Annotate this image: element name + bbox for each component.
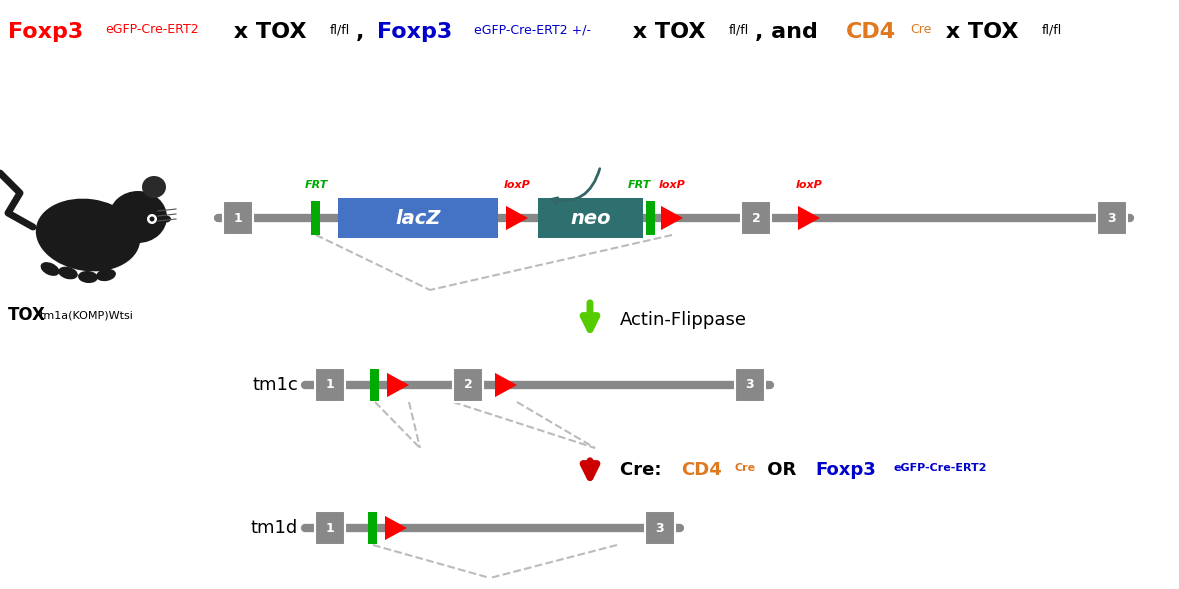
FancyBboxPatch shape <box>315 511 345 545</box>
Bar <box>311 201 321 235</box>
Text: ,: , <box>356 22 373 42</box>
Text: Actin-Flippase: Actin-Flippase <box>620 311 747 329</box>
Bar <box>369 512 377 544</box>
FancyBboxPatch shape <box>735 368 765 402</box>
Text: x TOX: x TOX <box>625 22 705 42</box>
Circle shape <box>147 214 157 224</box>
Text: Cre:: Cre: <box>620 461 667 479</box>
Text: 1: 1 <box>325 379 335 392</box>
Text: neo: neo <box>571 209 611 227</box>
Ellipse shape <box>78 271 98 283</box>
Ellipse shape <box>58 267 78 279</box>
Polygon shape <box>386 516 407 540</box>
Text: TOX: TOX <box>8 306 46 324</box>
Text: lacZ: lacZ <box>395 209 441 227</box>
Text: 1: 1 <box>325 521 335 534</box>
Ellipse shape <box>35 198 140 272</box>
FancyBboxPatch shape <box>453 368 483 402</box>
Text: FRT: FRT <box>627 180 651 190</box>
Text: Foxp3: Foxp3 <box>377 22 452 42</box>
FancyBboxPatch shape <box>338 198 498 238</box>
Text: fl/fl: fl/fl <box>330 23 350 36</box>
FancyBboxPatch shape <box>740 201 771 235</box>
Ellipse shape <box>40 262 59 276</box>
Text: 3: 3 <box>656 521 664 534</box>
Bar <box>370 369 380 401</box>
Text: 1: 1 <box>233 211 243 224</box>
Text: eGFP-Cre-ERT2 +/-: eGFP-Cre-ERT2 +/- <box>474 23 591 36</box>
Polygon shape <box>506 206 528 230</box>
Ellipse shape <box>141 176 166 198</box>
Text: fl/fl: fl/fl <box>1042 23 1062 36</box>
Ellipse shape <box>97 269 116 281</box>
Text: x TOX: x TOX <box>226 22 307 42</box>
FancyBboxPatch shape <box>315 368 345 402</box>
FancyBboxPatch shape <box>645 511 676 545</box>
Polygon shape <box>798 206 821 230</box>
FancyBboxPatch shape <box>538 198 643 238</box>
Text: 3: 3 <box>1108 211 1117 224</box>
Text: 3: 3 <box>745 379 755 392</box>
Text: tm1d: tm1d <box>251 519 298 537</box>
Text: , and: , and <box>755 22 825 42</box>
Text: OR: OR <box>762 461 803 479</box>
FancyBboxPatch shape <box>223 201 253 235</box>
Ellipse shape <box>162 216 171 223</box>
Polygon shape <box>661 206 683 230</box>
Text: CD4: CD4 <box>681 461 723 479</box>
Text: loxP: loxP <box>503 180 531 190</box>
Text: 2: 2 <box>463 379 473 392</box>
Circle shape <box>150 217 154 221</box>
FancyBboxPatch shape <box>1096 201 1127 235</box>
Polygon shape <box>495 373 518 397</box>
Text: Cre: Cre <box>735 462 756 472</box>
Text: x TOX: x TOX <box>938 22 1019 42</box>
Ellipse shape <box>108 191 167 243</box>
Polygon shape <box>387 373 409 397</box>
Text: fl/fl: fl/fl <box>729 23 749 36</box>
Text: FRT: FRT <box>304 180 328 190</box>
Text: CD4: CD4 <box>845 22 896 42</box>
Text: Foxp3: Foxp3 <box>8 22 84 42</box>
Text: 2: 2 <box>752 211 760 224</box>
Text: Foxp3: Foxp3 <box>815 461 876 479</box>
Text: tm1a(KOMP)Wtsi: tm1a(KOMP)Wtsi <box>40 310 134 320</box>
Text: loxP: loxP <box>796 180 823 190</box>
Bar <box>646 201 656 235</box>
Text: eGFP-Cre-ERT2: eGFP-Cre-ERT2 <box>894 462 987 472</box>
Text: Cre: Cre <box>910 23 931 36</box>
Text: eGFP-Cre-ERT2: eGFP-Cre-ERT2 <box>105 23 199 36</box>
Text: tm1c: tm1c <box>252 376 298 394</box>
Text: loxP: loxP <box>659 180 685 190</box>
